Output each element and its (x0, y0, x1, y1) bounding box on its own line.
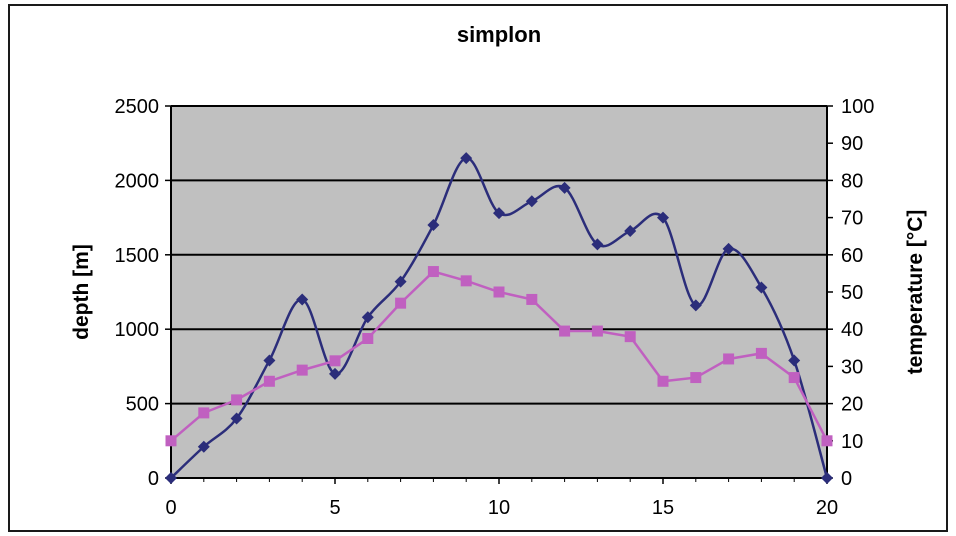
series-0-point (230, 412, 243, 425)
series-0-point (821, 472, 833, 484)
chart-title: simplon (457, 22, 541, 47)
series-1-point (624, 331, 636, 343)
series-0-point (493, 207, 505, 220)
series-1-point (821, 435, 833, 447)
series-0-point (591, 238, 604, 251)
y2-tick-label: 80 (841, 170, 863, 192)
y-tick-label: 2000 (115, 170, 160, 192)
x-tick-label: 20 (816, 497, 838, 519)
chart-svg: 0500100015002000250001020304050607080901… (70, 22, 927, 519)
series-0-point (525, 195, 538, 208)
x-tick-label: 15 (652, 497, 674, 519)
series-1-point (263, 375, 275, 387)
series-1-point (657, 375, 669, 387)
series-0-point (722, 242, 735, 255)
series-0-point (263, 354, 276, 367)
series-0-point (329, 367, 341, 380)
series-1-point (559, 325, 571, 337)
series-0-point (296, 293, 309, 306)
series-0-point (460, 152, 473, 165)
y-axis-label: depth [m] (70, 244, 93, 340)
series-1-point (395, 297, 407, 309)
series-0-point (657, 211, 669, 224)
chart-frame: 0 500 1000 1500 2000 2500 0 10 20 30 40 50 60 70 80 90 1… (8, 4, 948, 532)
y2-tick-label: 40 (841, 319, 863, 341)
y2-axis-label: temperature [°C] (904, 210, 927, 375)
y-tick-label: 500 (126, 394, 159, 416)
series-0-point (558, 181, 571, 194)
series-0-point (689, 299, 702, 312)
series-1-point (460, 275, 472, 287)
y2-tick-label: 30 (841, 356, 863, 378)
y2-tick-label: 60 (841, 245, 863, 267)
x-tick-label: 0 (165, 497, 176, 519)
y2-tick-label: 70 (841, 208, 863, 230)
series-1-point (296, 364, 308, 376)
series-markers (165, 152, 833, 484)
tick-labels: 0500100015002000250001020304050607080901… (115, 96, 875, 519)
series-0-point (427, 219, 440, 232)
series-1-point (493, 286, 505, 298)
y2-tick-label: 100 (841, 96, 874, 118)
series-1-point (690, 372, 702, 384)
y2-tick-label: 90 (841, 133, 863, 155)
series-1-point (788, 372, 800, 384)
series-1-point (526, 293, 538, 305)
y-tick-label: 2500 (115, 96, 160, 118)
y-tick-label: 1500 (115, 245, 160, 267)
x-tick-label: 10 (488, 497, 510, 519)
series-0-point (394, 275, 407, 288)
series-1-point (231, 394, 243, 406)
axes (165, 105, 833, 484)
series-0-point (165, 472, 177, 484)
series-0-point (788, 354, 801, 367)
gridlines (171, 105, 827, 405)
y2-tick-label: 20 (841, 394, 863, 416)
y-tick-label: 1000 (115, 319, 160, 341)
series-1-point (755, 347, 767, 359)
y-tick-label: 0 (148, 468, 159, 490)
y2-tick-label: 0 (841, 468, 852, 490)
series-1-point (329, 355, 341, 367)
series-1-point (723, 353, 735, 365)
series-0-point (361, 311, 374, 324)
series-1-point (591, 325, 603, 337)
x-tick-label: 5 (329, 497, 340, 519)
series-1-point (427, 266, 439, 278)
series-0-point (624, 224, 637, 237)
series-0-point (197, 440, 210, 453)
y2-tick-label: 10 (841, 431, 863, 453)
series-1-point (165, 435, 177, 447)
series-1-point (362, 333, 374, 344)
y2-tick-label: 50 (841, 282, 863, 304)
series-1-point (198, 407, 210, 419)
series-0-point (755, 281, 768, 294)
